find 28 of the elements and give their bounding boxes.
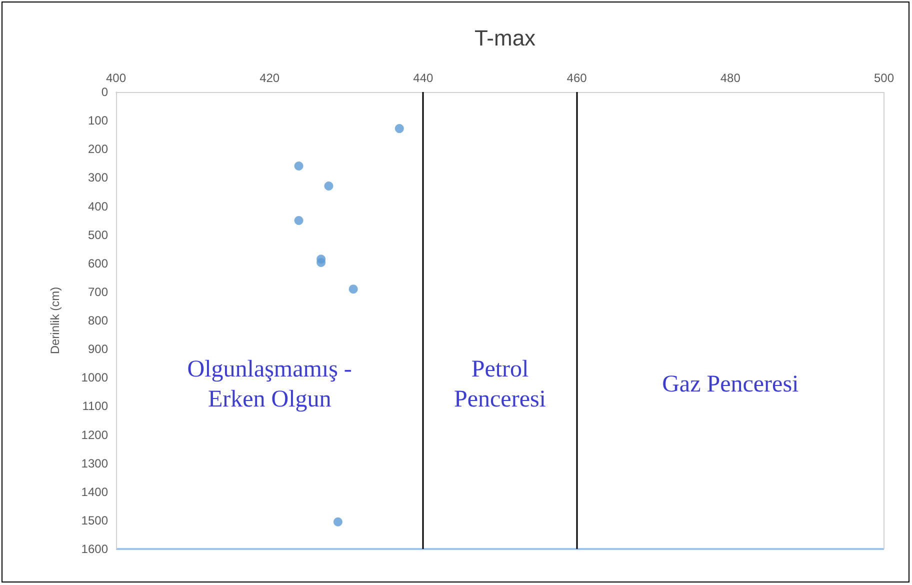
y-tick-label: 200 <box>88 142 108 156</box>
y-tick-label: 1500 <box>81 513 108 528</box>
y-tick-label: 900 <box>88 342 108 356</box>
annotation: Olgunlaşmamış - Erken Olgun <box>187 356 352 412</box>
y-tick-label: 700 <box>88 284 108 299</box>
y-tick-label: 1200 <box>81 428 108 442</box>
x-tick-label: 460 <box>566 71 588 85</box>
y-tick-label: 1600 <box>81 542 108 556</box>
chart-title: T-max <box>474 26 536 50</box>
y-tick-label: 600 <box>88 256 108 270</box>
y-tick-label: 800 <box>88 314 108 328</box>
x-tick-label: 440 <box>413 71 434 85</box>
y-tick-label: 1400 <box>81 484 108 499</box>
y-tick-label: 0 <box>101 85 108 99</box>
x-tick-label: 420 <box>260 71 280 85</box>
y-tick-label: 400 <box>88 199 108 214</box>
annotation: Gaz Penceresi <box>662 371 800 398</box>
y-tick-label: 1100 <box>82 399 108 414</box>
annotation: Petrol Penceresi <box>454 356 546 412</box>
y-tick-label: 100 <box>88 114 108 128</box>
y-tick-label: 500 <box>88 228 108 242</box>
x-tick-label: 400 <box>106 71 126 85</box>
y-tick-label: 1000 <box>81 370 108 385</box>
y-tick-label: 300 <box>88 170 108 185</box>
x-tick-label: 480 <box>720 71 741 85</box>
x-tick-label: 500 <box>874 71 894 85</box>
y-tick-label: 1300 <box>81 456 108 470</box>
y-axis-title: Derinlik (cm) <box>48 286 62 354</box>
